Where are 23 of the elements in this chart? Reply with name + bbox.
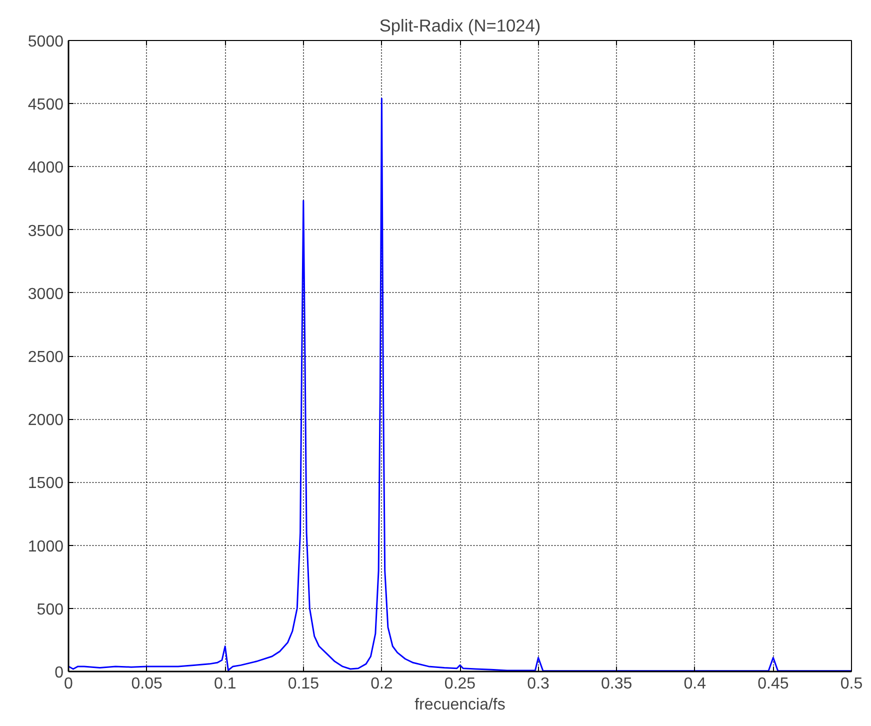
y-tick-label: 3500 [28,222,64,240]
x-tick-label: 0.35 [601,676,632,692]
x-tick-label: 0.15 [288,676,320,692]
x-tick-label: 0.25 [444,676,476,692]
x-axis-title: frecuencia/fs [414,696,506,714]
y-tick-label: 1500 [28,475,64,492]
y-tick-label: 2500 [28,349,64,366]
y-tick-label: 2000 [28,412,64,430]
x-tick-label: 0.05 [131,676,162,692]
x-tick-label: 0.5 [840,676,863,692]
y-tick-label: 5000 [28,34,64,50]
chart-title: Split-Radix (N=1024) [379,16,541,36]
y-tick-label: 3000 [28,286,64,303]
y-tick-label: 1000 [28,538,64,556]
x-tick-label: 0.2 [370,676,393,692]
y-tick-label: 0 [54,664,64,682]
y-tick-label: 4500 [28,96,64,114]
y-tick-label: 4000 [28,160,64,177]
y-tick-label: 500 [36,601,64,618]
x-tick-label: 0.1 [214,676,236,692]
x-tick-label: 0.3 [527,676,550,692]
x-tick-label: 0.45 [758,676,789,692]
x-tick-label: 0.4 [684,676,706,692]
